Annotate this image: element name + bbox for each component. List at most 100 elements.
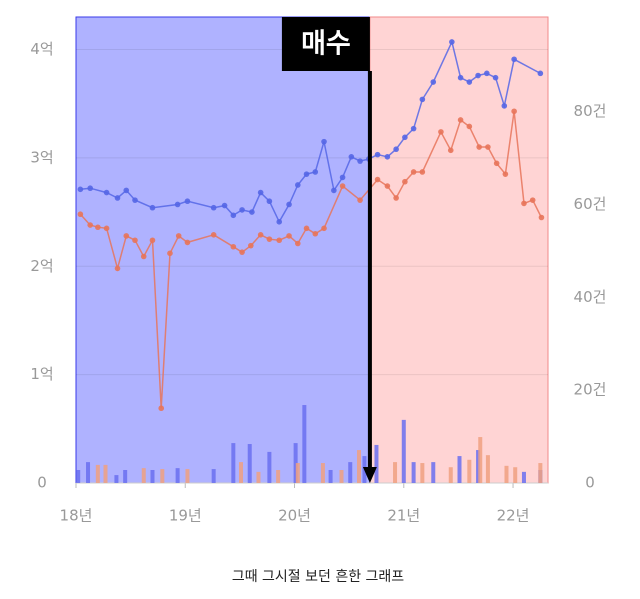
point <box>321 138 327 145</box>
point <box>501 103 508 109</box>
y-tick-label: 3억 <box>30 148 53 166</box>
point <box>475 72 481 79</box>
bar <box>504 465 509 483</box>
point <box>276 237 283 244</box>
bar <box>103 464 108 483</box>
point <box>321 225 327 232</box>
bar <box>185 469 190 483</box>
bar <box>431 462 436 483</box>
point <box>95 224 101 231</box>
point <box>149 237 156 244</box>
point <box>140 253 147 260</box>
bar <box>141 468 146 483</box>
region <box>369 16 549 484</box>
y2-tick-label: 80건 <box>574 102 607 120</box>
point <box>239 207 245 213</box>
point <box>357 197 363 203</box>
bar <box>538 463 543 483</box>
point <box>312 169 319 175</box>
point <box>221 202 228 209</box>
point <box>184 198 191 205</box>
bar <box>211 469 216 483</box>
point <box>393 146 399 153</box>
x-tick-label: 20년 <box>278 507 311 525</box>
bar <box>374 444 379 483</box>
point <box>393 195 399 201</box>
bar <box>476 450 481 483</box>
point <box>511 108 517 115</box>
point <box>402 134 408 141</box>
bar <box>175 468 180 483</box>
point <box>502 171 509 177</box>
point <box>294 240 301 247</box>
x-tick-label: 21년 <box>387 507 420 525</box>
point <box>312 230 319 237</box>
bar <box>150 470 155 483</box>
y2-tick-label: 20건 <box>574 381 607 399</box>
point <box>294 182 301 188</box>
region <box>75 16 371 484</box>
bar <box>348 462 353 483</box>
point <box>87 222 94 228</box>
bar <box>457 456 462 483</box>
x-tick-label: 22년 <box>497 507 530 525</box>
annotation-box <box>281 17 370 71</box>
point <box>158 405 165 412</box>
point <box>449 39 455 45</box>
bar <box>485 455 490 483</box>
bar <box>328 470 333 483</box>
point <box>303 171 310 177</box>
bar <box>114 475 119 483</box>
point <box>384 154 391 160</box>
point <box>114 265 121 272</box>
bar <box>238 462 243 483</box>
annotation-arrowhead <box>362 467 377 483</box>
point <box>132 197 138 203</box>
point <box>339 183 346 189</box>
bar <box>256 471 261 483</box>
y2-tick-label: 0 <box>585 474 595 492</box>
point <box>466 79 473 85</box>
point <box>466 123 473 130</box>
point <box>184 239 191 246</box>
point <box>339 174 346 181</box>
point <box>374 176 381 183</box>
caption: 그때 그시절 보던 흔한 그래프 <box>232 569 404 585</box>
point <box>348 154 355 160</box>
bar <box>231 443 236 483</box>
bar <box>401 419 406 483</box>
bar <box>302 405 307 483</box>
point <box>331 187 337 194</box>
bar <box>393 462 398 483</box>
bar <box>513 467 518 483</box>
y-tick-label: 4억 <box>30 40 53 58</box>
point <box>357 158 363 164</box>
y-tick-label: 0 <box>37 474 47 492</box>
y2-tick-label: 60건 <box>574 195 607 213</box>
point <box>419 169 426 175</box>
point <box>77 186 84 193</box>
point <box>303 225 310 232</box>
y-tick-label: 2억 <box>30 257 53 275</box>
x-tick-label: 19년 <box>169 507 202 525</box>
point <box>410 169 417 175</box>
point <box>87 185 94 192</box>
point <box>276 219 283 225</box>
point <box>430 79 437 85</box>
point <box>175 233 182 239</box>
point <box>493 160 500 167</box>
point <box>149 204 156 211</box>
point <box>410 125 417 132</box>
point <box>114 195 121 201</box>
bar <box>267 451 272 483</box>
point <box>132 237 138 244</box>
point <box>538 214 545 221</box>
bar <box>448 467 453 483</box>
point <box>103 189 110 196</box>
bar <box>356 450 361 483</box>
y-tick-label: 1억 <box>30 365 53 383</box>
bar <box>293 443 298 483</box>
point <box>485 144 491 150</box>
point <box>249 209 255 215</box>
